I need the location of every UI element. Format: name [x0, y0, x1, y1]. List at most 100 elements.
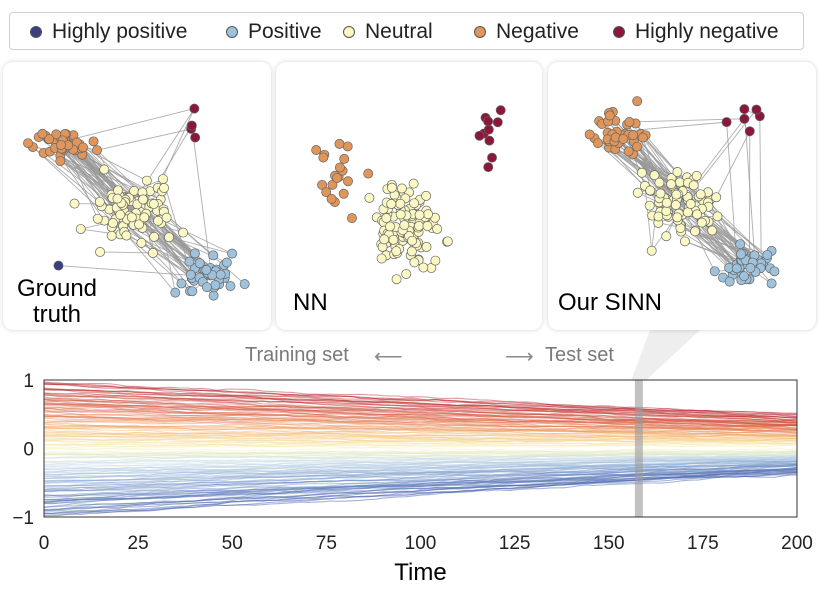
opinion-series-line: [43, 399, 798, 424]
opinion-series-line: [43, 435, 798, 443]
network-node: [762, 250, 773, 260]
network-node: [342, 141, 353, 152]
opinion-series-line: [43, 425, 798, 437]
opinion-series-line: [43, 456, 798, 468]
network-node: [239, 279, 250, 290]
network-node: [148, 198, 159, 209]
opinion-series-line: [43, 454, 798, 470]
opinion-series-line: [43, 464, 798, 492]
legend: Highly positive Positive Neutral Negativ…: [9, 12, 804, 50]
network-node: [170, 287, 181, 298]
opinion-series-line: [43, 389, 798, 421]
opinion-series-line: [43, 388, 798, 418]
highly-negative-dot-icon: [613, 26, 625, 38]
network-node: [113, 185, 124, 196]
network-node: [343, 176, 353, 187]
network-node: [51, 129, 62, 140]
opinion-series-line: [43, 437, 798, 443]
opinion-series-line: [43, 431, 798, 440]
right-arrow-icon: ⟶: [505, 346, 534, 368]
opinion-series-line: [43, 409, 798, 427]
opinion-series-line: [43, 469, 798, 511]
nn-network-graph: [311, 105, 506, 285]
node-group: [584, 96, 780, 289]
opinion-series-line: [43, 456, 798, 473]
opinion-series-line: [44, 397, 798, 424]
network-node: [364, 192, 375, 203]
network-node: [56, 140, 66, 150]
network-node: [442, 236, 453, 247]
network-node: [395, 198, 406, 209]
y-tick-label: 1: [23, 371, 34, 392]
network-node: [632, 187, 643, 198]
network-node: [604, 110, 615, 121]
opinion-series-line: [44, 382, 798, 418]
opinion-series-line: [43, 454, 798, 464]
x-tick-label: 125: [499, 533, 531, 554]
network-node: [99, 164, 110, 175]
network-node: [492, 117, 503, 128]
opinion-series-line: [43, 407, 798, 429]
opinion-series-line: [44, 405, 798, 427]
opinion-series-line: [44, 461, 798, 487]
network-edge: [63, 108, 195, 142]
opinion-series-line: [43, 465, 798, 497]
opinion-series-line: [43, 449, 798, 456]
opinion-series-line: [43, 452, 798, 458]
network-node: [670, 200, 681, 210]
network-node: [55, 156, 66, 167]
legend-label: Neutral: [365, 20, 433, 43]
network-node: [421, 190, 432, 201]
network-node: [221, 257, 232, 268]
panel-label-ground-truth: Ground truth: [11, 276, 103, 328]
network-node: [666, 179, 677, 190]
opinion-series-line: [43, 419, 798, 433]
opinion-series-line: [43, 460, 798, 487]
plot-frame: [43, 379, 798, 518]
opinion-series-line: [43, 423, 797, 435]
opinion-series-line: [43, 424, 797, 436]
network-node: [339, 153, 350, 164]
network-node: [391, 274, 402, 285]
positive-dot-icon: [226, 26, 238, 38]
opinion-series-line: [43, 400, 798, 426]
opinion-series-line: [43, 464, 798, 496]
network-node: [53, 260, 64, 271]
opinion-series-line: [44, 454, 798, 465]
opinion-series-line: [43, 450, 798, 456]
network-node: [215, 269, 226, 280]
network-node: [421, 241, 432, 252]
network-node: [388, 234, 399, 245]
opinion-series-line: [43, 438, 798, 443]
network-node: [381, 213, 392, 224]
network-node: [332, 173, 342, 183]
opinion-series-line: [43, 464, 798, 491]
node-group: [311, 105, 506, 285]
network-node: [731, 263, 742, 274]
network-node: [739, 104, 750, 115]
opinion-series-line: [43, 441, 798, 448]
network-node: [126, 212, 137, 223]
opinion-series-line: [43, 382, 798, 415]
opinion-series-line: [43, 467, 798, 504]
highly-positive-dot-icon: [30, 26, 42, 38]
network-node: [363, 168, 374, 179]
network-edge: [100, 251, 153, 254]
network-node: [661, 231, 672, 242]
network-node: [225, 281, 236, 292]
network-node: [129, 185, 140, 196]
network-node: [414, 209, 425, 220]
network-node: [321, 187, 332, 198]
opinion-series-line: [43, 393, 798, 422]
network-node: [685, 198, 696, 209]
opinion-series-line: [43, 407, 798, 427]
opinion-series-line: [43, 415, 798, 431]
network-node: [751, 104, 762, 115]
network-edge: [614, 136, 756, 273]
network-edge: [759, 116, 762, 264]
network-node: [711, 192, 722, 203]
opinion-series-line: [44, 460, 798, 480]
network-node: [138, 194, 149, 205]
opinion-series-line: [43, 440, 798, 446]
opinion-series-line: [43, 471, 798, 515]
